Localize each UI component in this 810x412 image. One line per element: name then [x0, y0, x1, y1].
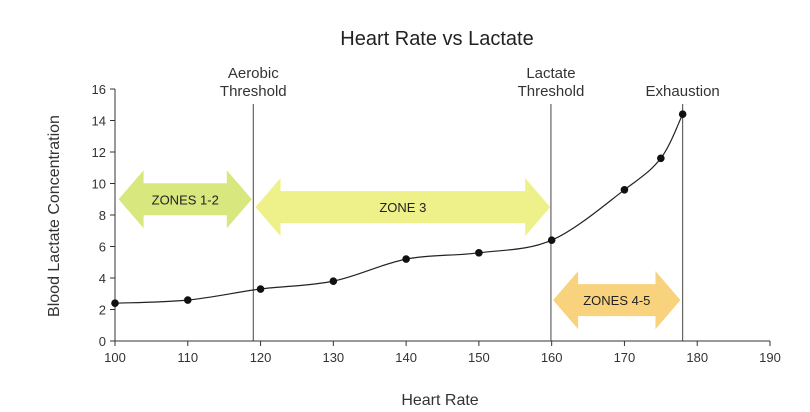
data-point	[475, 249, 483, 257]
data-point	[620, 186, 629, 194]
data-point	[111, 299, 119, 308]
x-tick-label: 130	[322, 350, 344, 365]
data-point	[657, 154, 665, 163]
x-tick-label: 160	[541, 350, 563, 365]
y-tick-label: 8	[99, 208, 106, 223]
y-tick-label: 2	[99, 303, 106, 318]
zone-arrows: ZONES 1-2 ZONE 3 ZONES 4-5	[118, 170, 681, 330]
zone-label: ZONES 4-5	[583, 293, 650, 308]
threshold-label: Threshold	[518, 83, 585, 100]
y-tick-label: 16	[92, 82, 106, 97]
threshold-label: Aerobic	[228, 65, 279, 82]
zone-label: ZONES 1-2	[152, 192, 219, 207]
threshold-label: Exhaustion	[646, 83, 720, 100]
y-tick-label: 14	[92, 114, 106, 129]
x-tick-label: 140	[395, 350, 417, 365]
y-tick-label: 10	[92, 177, 106, 192]
x-tick-label: 150	[468, 350, 490, 365]
x-tick-label: 100	[104, 350, 126, 365]
chart-title: Heart Rate vs Lactate	[340, 28, 533, 50]
zone-label: ZONE 3	[379, 200, 426, 215]
threshold-label: Lactate	[526, 65, 575, 82]
x-tick-label: 170	[614, 350, 636, 365]
x-tick-label: 190	[759, 350, 781, 365]
threshold-label: Threshold	[220, 83, 287, 100]
x-tick-label: 110	[177, 350, 198, 365]
data-point	[678, 110, 687, 118]
y-tick-label: 12	[92, 145, 106, 160]
x-tick-label: 120	[250, 350, 272, 365]
zone-arrow	[255, 178, 551, 237]
data-point	[547, 236, 556, 244]
data-point	[183, 296, 192, 304]
x-axis-label: Heart Rate	[401, 392, 478, 409]
y-axis-label: Blood Lactate Concentration	[46, 115, 63, 317]
y-tick-label: 4	[99, 271, 106, 286]
lactate-curve-group	[114, 113, 684, 304]
lactate-curve	[114, 113, 684, 304]
data-point	[402, 255, 410, 263]
zone-arrow	[553, 271, 681, 330]
x-tick-label: 180	[686, 350, 708, 365]
axes: 0 2 4 6 8 10 12 14 16 100 110 120 130 140 150 160 170 180…	[92, 82, 781, 365]
zone-arrow	[118, 170, 252, 229]
data-point	[329, 277, 338, 285]
y-tick-label: 0	[99, 334, 106, 349]
data-point	[256, 285, 265, 293]
y-tick-label: 6	[99, 240, 106, 255]
data-points	[111, 110, 687, 308]
